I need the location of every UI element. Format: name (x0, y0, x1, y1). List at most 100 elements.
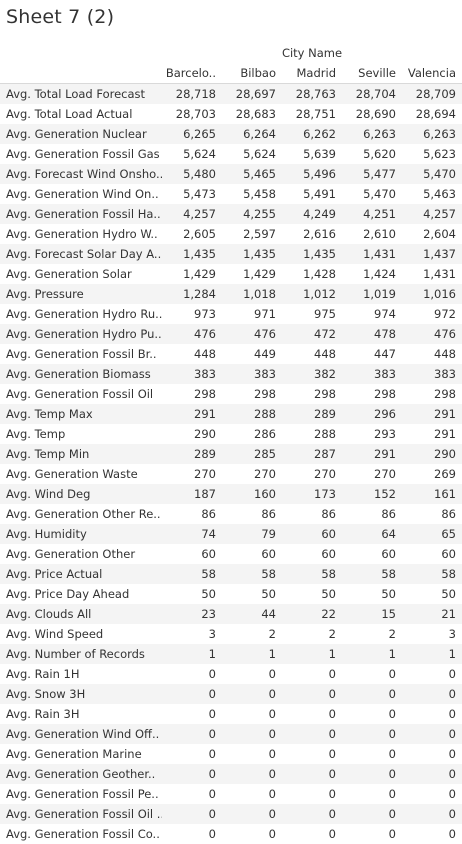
row-label[interactable]: Avg. Forecast Wind Onsho.. (6, 167, 162, 181)
table-cell: 5,623 (423, 147, 456, 161)
row-label[interactable]: Avg. Generation Wind Off.. (6, 727, 160, 741)
row-label[interactable]: Avg. Price Day Ahead (6, 587, 130, 601)
row-label[interactable]: Avg. Generation Wind On.. (6, 187, 159, 201)
column-header[interactable]: Valencia (407, 66, 456, 80)
table-cell: 22 (321, 607, 336, 621)
table-cell: 0 (448, 787, 456, 801)
row-label[interactable]: Avg. Generation Fossil Br.. (6, 347, 157, 361)
table-cell: 50 (381, 587, 396, 601)
table-cell: 298 (374, 387, 396, 401)
table-cell: 6,264 (243, 127, 276, 141)
column-header[interactable]: Seville (358, 66, 396, 80)
table-row: Avg. Generation Fossil Gas 5,624 5,624 5,63… (0, 144, 462, 164)
column-header[interactable]: Madrid (296, 66, 337, 80)
row-label[interactable]: Avg. Generation Nuclear (6, 127, 147, 141)
row-label[interactable]: Avg. Total Load Actual (6, 107, 133, 121)
table-cell: 50 (201, 587, 216, 601)
table-cell: 383 (194, 367, 216, 381)
row-label[interactable]: Avg. Total Load Forecast (6, 87, 146, 101)
table-cell: 86 (381, 507, 396, 521)
table-cell: 6,262 (303, 127, 336, 141)
row-label[interactable]: Avg. Generation Hydro Pu.. (6, 327, 162, 341)
table-cell: 1,435 (243, 247, 276, 261)
table-row: Avg. Generation Wind Off.. 0 0 0 0 0 (0, 724, 462, 744)
row-label[interactable]: Avg. Generation Geother.. (6, 767, 156, 781)
table-cell: 1,018 (243, 287, 276, 301)
table-cell: 448 (314, 347, 336, 361)
row-label[interactable]: Avg. Snow 3H (6, 687, 86, 701)
table-cell: 298 (194, 387, 216, 401)
column-header[interactable]: Bilbao (240, 66, 276, 80)
table-cell: 1,437 (423, 247, 456, 261)
table-cell: 0 (268, 727, 276, 741)
table-cell: 476 (194, 327, 216, 341)
table-row: Avg. Price Actual 58 58 58 58 58 (0, 564, 462, 584)
row-label[interactable]: Avg. Generation Biomass (6, 367, 151, 381)
table-cell: 293 (374, 427, 396, 441)
table-row: Avg. Humidity 74 79 60 64 65 (0, 524, 462, 544)
row-label[interactable]: Avg. Generation Fossil Oil (6, 387, 154, 401)
row-label[interactable]: Avg. Forecast Solar Day A.. (6, 247, 162, 261)
row-label[interactable]: Avg. Generation Hydro Ru.. (6, 307, 162, 321)
row-label[interactable]: Avg. Generation Fossil Co.. (6, 827, 160, 841)
column-header[interactable]: Barcelo.. (165, 66, 216, 80)
row-label[interactable]: Avg. Rain 1H (6, 667, 80, 681)
table-row: Avg. Generation Waste 270 270 270 270 269 (0, 464, 462, 484)
table-cell: 65 (441, 527, 456, 541)
row-label[interactable]: Avg. Generation Fossil Ha.. (6, 207, 161, 221)
row-label[interactable]: Avg. Rain 3H (6, 707, 80, 721)
table-row: Avg. Pressure 1,284 1,018 1,012 1,019 1,016 (0, 284, 462, 304)
row-label[interactable]: Avg. Generation Hydro W.. (6, 227, 158, 241)
row-label[interactable]: Avg. Wind Speed (6, 627, 104, 641)
table-cell: 0 (448, 687, 456, 701)
table-cell: 60 (441, 547, 456, 561)
table-cell: 1,431 (423, 267, 456, 281)
table-cell: 2,610 (363, 227, 396, 241)
table-cell: 4,255 (243, 207, 276, 221)
table-cell: 285 (254, 447, 276, 461)
table-row: Avg. Generation Fossil Ha.. 4,257 4,255 4,2… (0, 204, 462, 224)
table-cell: 0 (448, 747, 456, 761)
table-cell: 1,428 (303, 267, 336, 281)
table-cell: 173 (314, 487, 336, 501)
row-label[interactable]: Avg. Pressure (6, 287, 84, 301)
table-cell: 28,690 (355, 107, 396, 121)
row-label[interactable]: Avg. Temp Min (6, 447, 90, 461)
table-cell: 28,703 (175, 107, 216, 121)
row-label[interactable]: Avg. Generation Other Re.. (6, 507, 161, 521)
table-cell: 0 (448, 667, 456, 681)
table-cell: 60 (321, 527, 336, 541)
row-label[interactable]: Avg. Clouds All (6, 607, 92, 621)
row-label[interactable]: Avg. Generation Fossil Oil .. (6, 807, 162, 821)
table-cell: 60 (321, 547, 336, 561)
row-label[interactable]: Avg. Price Actual (6, 567, 103, 581)
row-label[interactable]: Avg. Generation Fossil Gas (6, 147, 160, 161)
table-cell: 972 (434, 307, 456, 321)
table-cell: 1,429 (243, 267, 276, 281)
table-cell: 4,257 (183, 207, 216, 221)
row-label[interactable]: Avg. Wind Deg (6, 487, 91, 501)
table-cell: 5,458 (243, 187, 276, 201)
table-cell: 44 (261, 607, 276, 621)
table-cell: 152 (374, 487, 396, 501)
row-label[interactable]: Avg. Generation Marine (6, 747, 142, 761)
table-cell: 86 (201, 507, 216, 521)
row-label[interactable]: Avg. Temp (6, 427, 66, 441)
table-cell: 160 (254, 487, 276, 501)
table-cell: 448 (434, 347, 456, 361)
row-label[interactable]: Avg. Generation Other (6, 547, 136, 561)
table-cell: 288 (254, 407, 276, 421)
row-label[interactable]: Avg. Temp Max (6, 407, 93, 421)
row-label[interactable]: Avg. Generation Solar (6, 267, 132, 281)
table-cell: 270 (374, 467, 396, 481)
table-cell: 2 (268, 627, 276, 641)
row-label[interactable]: Avg. Number of Records (6, 647, 145, 661)
table-cell: 58 (261, 567, 276, 581)
row-label[interactable]: Avg. Generation Waste (6, 467, 138, 481)
table-cell: 0 (328, 707, 336, 721)
row-label[interactable]: Avg. Generation Fossil Pe.. (6, 787, 159, 801)
table-cell: 5,465 (243, 167, 276, 181)
row-label[interactable]: Avg. Humidity (6, 527, 87, 541)
table-row: Avg. Generation Other Re.. 86 86 86 86 86 (0, 504, 462, 524)
table-cell: 0 (208, 687, 216, 701)
